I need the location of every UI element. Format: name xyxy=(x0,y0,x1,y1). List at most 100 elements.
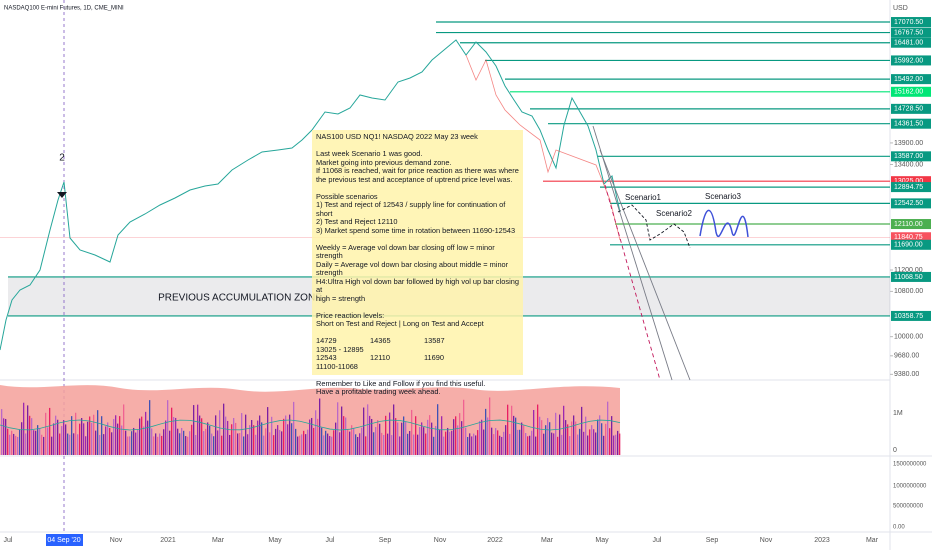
volume-bar xyxy=(433,436,435,455)
volume-ma xyxy=(0,419,621,431)
note: NAS100 USD NQ1! NASDAQ 2022 May 23 week L… xyxy=(312,130,523,396)
volume-bar xyxy=(327,433,329,455)
volume-bar xyxy=(237,433,239,455)
volume-bar xyxy=(35,430,37,455)
volume-bar xyxy=(475,435,477,455)
volume-bar xyxy=(507,404,509,455)
time-label: Sep xyxy=(706,537,719,544)
volume-bar xyxy=(233,417,235,455)
volume-bar xyxy=(435,426,437,455)
level-label: 11690.00 xyxy=(894,242,923,249)
volume-bar xyxy=(243,436,245,455)
volume-bar xyxy=(11,430,13,455)
volume-bar xyxy=(117,423,119,455)
volume-bar xyxy=(557,436,559,455)
volume-bar xyxy=(153,436,155,455)
volume-bar xyxy=(99,434,101,455)
volume-bar xyxy=(113,419,115,455)
volume-bar xyxy=(167,400,169,455)
volume-bar xyxy=(169,430,171,455)
volume-bar xyxy=(163,429,165,455)
time-label: Jul xyxy=(4,537,13,544)
volume-bar xyxy=(519,429,521,455)
volume-bar xyxy=(429,415,431,455)
level-tag xyxy=(891,37,931,48)
volume-bar xyxy=(287,424,289,455)
volume-bar xyxy=(139,418,141,455)
volume-bar xyxy=(213,436,215,455)
volume-bar xyxy=(605,423,607,455)
volume-bar xyxy=(33,430,35,455)
volume-bar xyxy=(279,429,281,455)
volume-bar xyxy=(331,436,333,455)
volume-bar xyxy=(283,418,285,455)
volume-bar xyxy=(9,434,11,455)
level-label: 14728.50 xyxy=(894,106,923,113)
volume-bar xyxy=(199,415,201,455)
level-label: 11840.75 xyxy=(894,234,923,241)
note-line: Market going into previous demand zone. xyxy=(316,157,452,167)
volume-bar xyxy=(235,422,237,455)
scenario-path xyxy=(617,204,691,249)
volume-bar xyxy=(317,418,319,455)
volume-bar xyxy=(107,422,109,455)
volume-bar xyxy=(361,427,363,455)
time-label: 2023 xyxy=(814,537,830,544)
level-tag xyxy=(891,176,931,187)
note-line: NAS100 USD NQ1! NASDAQ 2022 May 23 week xyxy=(316,132,478,141)
level-tag xyxy=(891,271,931,282)
volume-bar xyxy=(491,427,493,455)
scenario-label: Scenario1 xyxy=(625,193,662,202)
volume-bar xyxy=(259,415,261,455)
time-label: Nov xyxy=(760,537,773,544)
note-line: the previous test and acceptance of uptr… xyxy=(316,174,513,184)
volume-bar xyxy=(411,409,413,455)
volume-bar xyxy=(509,433,511,455)
volume-bar xyxy=(197,404,199,455)
volume-bar xyxy=(341,406,343,455)
volume-bar xyxy=(311,417,313,455)
volume-bar xyxy=(541,420,543,455)
level-label: 15992.00 xyxy=(894,57,923,64)
volume-bar xyxy=(73,433,75,455)
channel-line xyxy=(599,149,691,381)
volume-bar xyxy=(513,415,515,455)
volume-bar xyxy=(409,431,411,455)
volume-bar xyxy=(19,429,21,455)
note-cell: 13025 - 12895 xyxy=(316,344,364,354)
volume-bar xyxy=(303,430,305,455)
volume-bar xyxy=(141,416,143,455)
note-line: 1) Test and reject of 12543 / supply lin… xyxy=(316,200,506,218)
volume-bar xyxy=(299,435,301,455)
volume-bar xyxy=(309,419,311,455)
volume-bar xyxy=(269,432,271,455)
level-label: 14361.50 xyxy=(894,121,923,128)
volume-bar xyxy=(559,414,561,455)
volume-bar xyxy=(339,432,341,455)
note-cell: 14365 xyxy=(370,336,391,345)
volume-bar xyxy=(447,427,449,455)
volume-bar xyxy=(323,435,325,455)
volume-bar xyxy=(597,419,599,455)
note-cell: 12110 xyxy=(370,353,391,362)
volume-bar xyxy=(227,420,229,455)
volume-bar xyxy=(89,416,91,455)
volume-bar xyxy=(351,425,353,455)
volume-bar xyxy=(485,408,487,455)
volume-bar xyxy=(459,413,461,455)
wave-marker xyxy=(57,192,67,198)
note-line: Have a profitable trading week ahead. xyxy=(316,387,441,396)
volume-bar xyxy=(461,421,463,455)
volume-bar xyxy=(527,436,529,455)
volume-bar xyxy=(47,427,49,455)
volume-bar xyxy=(43,436,45,455)
note-paragraph: Possible scenarios 1) Test and reject of … xyxy=(316,192,519,236)
volume-bar xyxy=(505,425,507,455)
volume-bar xyxy=(149,400,151,455)
volume-bar xyxy=(301,434,303,455)
volume-bar xyxy=(203,431,205,455)
volume-bar xyxy=(495,428,497,455)
volume-bar xyxy=(511,405,513,455)
volume-bar xyxy=(81,418,83,455)
